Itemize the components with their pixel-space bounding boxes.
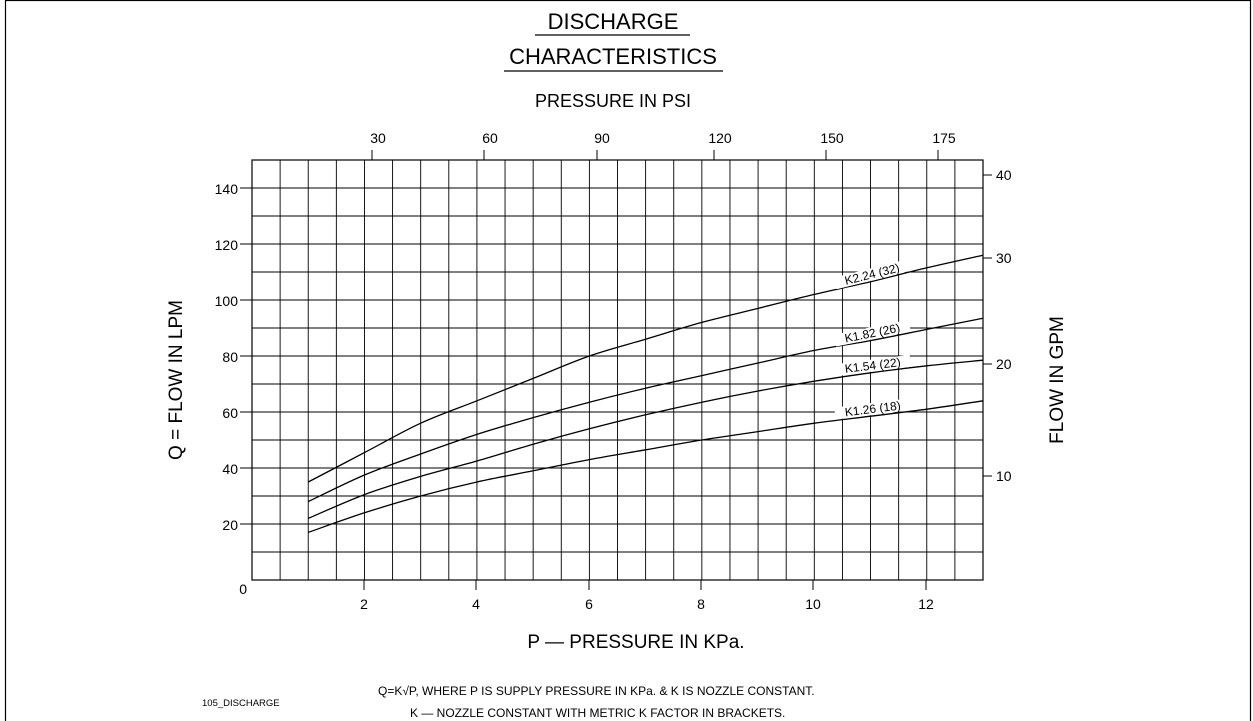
y-axis-label: Q = FLOW IN LPM: [166, 300, 187, 460]
right-axis-label: FLOW IN GPM: [1047, 316, 1068, 444]
top-tick-label-60: 60: [482, 130, 498, 146]
y-tick-label-0: 0: [239, 581, 247, 597]
y-tick-label-20: 20: [222, 517, 238, 533]
series-label-backing: [834, 398, 912, 420]
plot-area-frame: [251, 159, 984, 581]
series-label-k1-26: K1.26 (18): [834, 398, 912, 420]
series-label-k1-82: K1.82 (26): [833, 319, 911, 347]
x-tick-label-4: 4: [472, 596, 480, 612]
right-axis: 10 20 30 40: [983, 167, 1012, 484]
series-label-backing: [833, 319, 911, 347]
drawing-id-label: 105_DISCHARGE: [202, 698, 280, 709]
y-tick-label-100: 100: [215, 293, 239, 309]
series-label-text: K1.82 (26): [844, 321, 902, 346]
series-label-backing: [833, 259, 911, 290]
bottom-axis: 2 4 6 8 10 12: [360, 580, 934, 612]
y-tick-label-140: 140: [215, 181, 239, 197]
top-tick-label-175: 175: [932, 130, 956, 146]
formula-note: Q=K√P, WHERE P IS SUPPLY PRESSURE IN KPa…: [378, 684, 815, 698]
y-tick-label-120: 120: [215, 237, 239, 253]
x-tick-label-6: 6: [585, 596, 593, 612]
x-tick-label-10: 10: [805, 596, 821, 612]
k-note: K — NOZZLE CONSTANT WITH METRIC K FACTOR…: [410, 706, 785, 720]
top-axis-label: PRESSURE IN PSI: [535, 91, 691, 111]
y-tick-label-60: 60: [222, 405, 238, 421]
series-line-k2-24: [307, 254, 984, 483]
right-tick-label-20: 20: [996, 356, 1012, 372]
drawing-border: [4, 0, 1252, 721]
right-tick-label-30: 30: [996, 250, 1012, 266]
series-line-k1-26: [308, 400, 984, 534]
right-tick-label-10: 10: [996, 468, 1012, 484]
left-axis: 0 20 40 60 80 100 120 140: [215, 181, 252, 597]
top-tick-label-30: 30: [370, 130, 386, 146]
top-tick-label-150: 150: [820, 130, 844, 146]
series-label-k2-24: K2.24 (32): [833, 259, 911, 290]
series-label-text: K1.26 (18): [844, 398, 901, 419]
y-tick-label-80: 80: [222, 349, 238, 365]
x-tick-label-12: 12: [918, 596, 934, 612]
top-tick-label-90: 90: [594, 130, 610, 146]
series-line-k1-54: [307, 359, 984, 519]
series-label-k1-54: K1.54 (22): [834, 354, 912, 377]
series-label-text: K2.24 (32): [843, 261, 901, 288]
top-tick-label-120: 120: [708, 130, 732, 146]
right-tick-label-40: 40: [996, 167, 1012, 183]
x-tick-label-8: 8: [697, 596, 705, 612]
series-label-backing: [834, 354, 912, 377]
x-tick-label-2: 2: [360, 596, 368, 612]
series-line-k1-82: [307, 317, 984, 503]
x-axis-label: P — PRESSURE IN KPa.: [527, 632, 744, 653]
series-label-text: K1.54 (22): [844, 355, 901, 376]
chart-title-line2: CHARACTERISTICS: [509, 44, 717, 69]
chart-title-line1: DISCHARGE: [548, 9, 679, 34]
top-axis: 30 60 90 120 150 175: [370, 130, 956, 160]
y-tick-label-40: 40: [222, 461, 238, 477]
